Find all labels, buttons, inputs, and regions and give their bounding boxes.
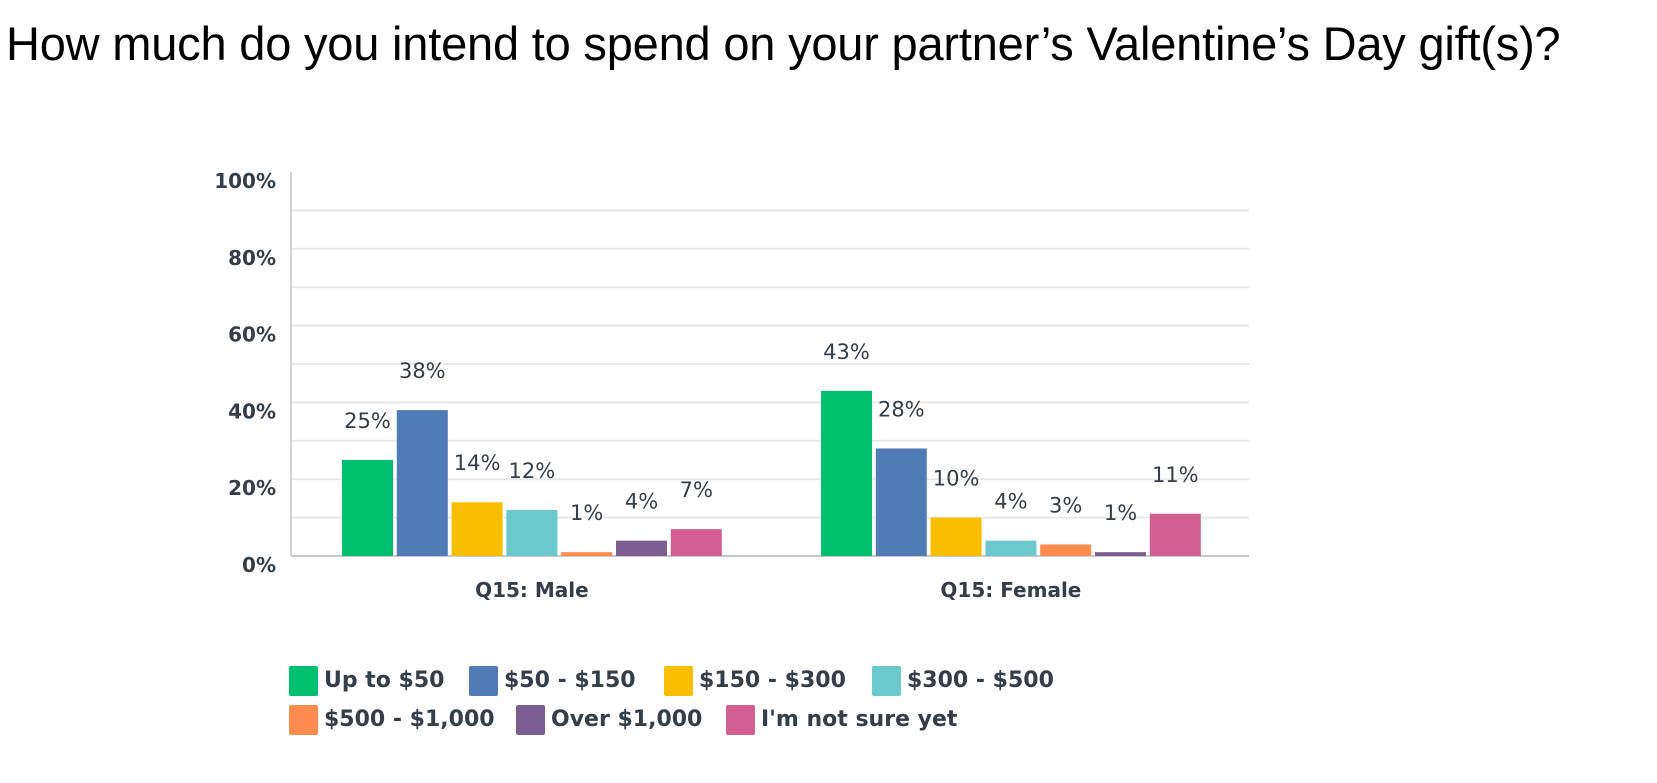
- bar: [616, 540, 667, 556]
- chart-title: How much do you intend to spend on your …: [6, 17, 1561, 70]
- category-label: Q15: Male: [475, 578, 589, 602]
- y-tick-label: 20%: [228, 476, 276, 500]
- bar: [1040, 544, 1092, 556]
- y-tick-label: 0%: [242, 553, 276, 577]
- y-tick-label: 60%: [228, 323, 276, 347]
- data-label: 10%: [933, 467, 980, 491]
- legend-label: Up to $50: [324, 668, 444, 693]
- legend-swatch: [469, 666, 498, 696]
- data-label: 4%: [994, 490, 1027, 514]
- data-label: 1%: [570, 501, 603, 525]
- bar: [451, 502, 503, 556]
- bar: [1149, 513, 1201, 556]
- bar: [561, 552, 613, 556]
- category-label: Q15: Female: [940, 578, 1081, 602]
- legend-label: $300 - $500: [907, 668, 1054, 693]
- legend-swatch: [726, 705, 755, 735]
- legend-swatch: [664, 666, 693, 696]
- bar: [342, 460, 393, 556]
- bar: [821, 390, 872, 556]
- data-label: 14%: [454, 451, 501, 475]
- data-label: 28%: [878, 397, 925, 421]
- legend-swatch: [289, 705, 318, 735]
- legend-label: I'm not sure yet: [761, 707, 958, 732]
- bar: [396, 410, 448, 556]
- bar: [985, 540, 1037, 556]
- y-tick-label: 100%: [214, 169, 276, 193]
- data-label: 4%: [625, 490, 658, 514]
- bar: [670, 529, 722, 556]
- legend-label: $150 - $300: [699, 668, 846, 693]
- y-tick-label: 40%: [228, 399, 276, 423]
- legend-swatch: [516, 705, 545, 735]
- legend-swatch: [872, 666, 901, 696]
- bar: [506, 509, 558, 556]
- y-tick-label: 80%: [228, 246, 276, 270]
- data-label: 11%: [1152, 463, 1199, 487]
- legend-label: Over $1,000: [551, 707, 702, 732]
- data-label: 38%: [399, 359, 446, 383]
- legend-label: $500 - $1,000: [324, 707, 495, 732]
- bar: [930, 517, 982, 556]
- bar: [875, 448, 927, 556]
- bar: [1095, 552, 1146, 556]
- data-label: 12%: [509, 459, 556, 483]
- data-label: 3%: [1049, 493, 1082, 517]
- legend-label: $50 - $150: [504, 668, 636, 693]
- data-label: 25%: [344, 409, 391, 433]
- legend-swatch: [289, 666, 318, 696]
- data-label: 7%: [680, 478, 713, 502]
- data-label: 43%: [823, 340, 870, 364]
- data-label: 1%: [1104, 501, 1137, 525]
